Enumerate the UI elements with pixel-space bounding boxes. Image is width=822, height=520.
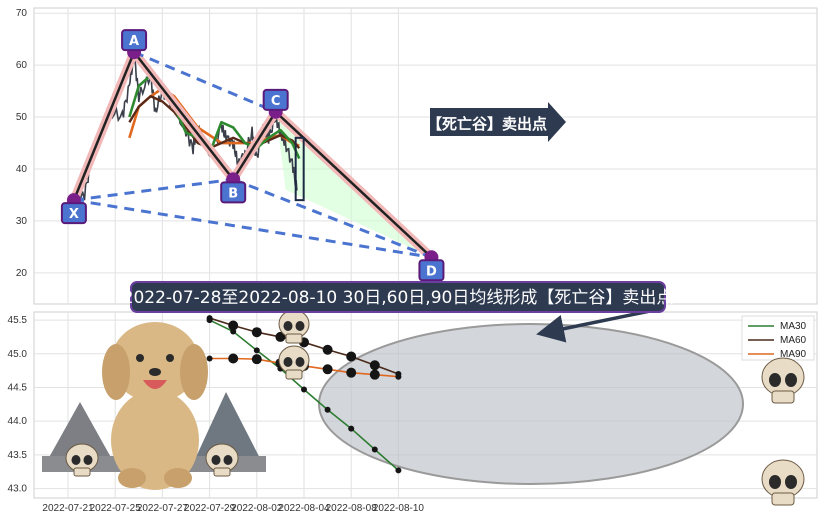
legend-ma60: MA60 <box>780 335 807 346</box>
caption-box: 2022-07-28至2022-08-10 30日,60日,90日均线形成【死亡… <box>123 281 674 313</box>
data-point <box>228 320 239 331</box>
data-point <box>395 373 402 380</box>
dash-xd <box>73 198 432 259</box>
data-point <box>371 446 378 453</box>
moving-average-panel: 43.043.544.044.545.045.5 2022-07-212022-… <box>8 309 818 514</box>
x-tick-label: 2022-08-04 <box>278 503 330 514</box>
signal-annotation: 【死亡谷】卖出点 <box>427 102 566 142</box>
x-tick-label: 2022-07-27 <box>137 503 189 514</box>
x-tick-label: 2022-08-10 <box>373 503 425 514</box>
price-chart-panel: 20 30 40 50 60 70 X A B C D 【死亡谷】卖出点 <box>16 7 818 305</box>
point-label-box <box>262 88 289 111</box>
x-tick-label: 2022-07-25 <box>90 503 142 514</box>
point-label-d: D <box>426 264 437 279</box>
caption-text: 2022-07-28至2022-08-10 30日,60日,90日均线形成【死亡… <box>123 288 674 308</box>
data-point <box>253 347 260 354</box>
data-point <box>251 327 262 338</box>
point-label-x: X <box>69 207 79 222</box>
leg-bc <box>232 111 277 181</box>
data-point <box>228 353 239 364</box>
point-label-box <box>418 259 445 282</box>
signal-bar <box>294 136 305 202</box>
skull-icon <box>761 357 805 404</box>
point-label-box <box>60 202 87 225</box>
legend-ma30: MA30 <box>780 321 807 332</box>
y-tick-label: 43.0 <box>8 484 28 495</box>
data-point <box>206 355 213 362</box>
point-label-a: A <box>129 34 139 49</box>
point-label-box <box>220 181 247 204</box>
data-point <box>369 360 380 371</box>
y-tick-label: 43.5 <box>8 450 28 461</box>
y-tick-label: 60 <box>16 60 28 71</box>
signal-label: 【死亡谷】卖出点 <box>427 115 547 133</box>
y-tick-label: 50 <box>16 112 28 123</box>
dash-bd <box>232 177 432 259</box>
point-label-box <box>121 29 148 52</box>
point-label-c: C <box>271 94 281 109</box>
leg-xa <box>72 51 136 201</box>
y-tick-label: 70 <box>16 8 28 19</box>
legend: MA30 MA60 MA90 <box>741 315 815 361</box>
data-point <box>206 315 213 322</box>
cross-zone-ellipse <box>318 323 744 485</box>
data-point <box>301 386 307 393</box>
skull-icon <box>65 443 99 477</box>
skull-icon <box>205 443 239 477</box>
skull-icon <box>761 459 805 506</box>
data-point <box>346 367 357 378</box>
y-tick-label: 44.5 <box>8 382 28 393</box>
leg-cd <box>274 110 433 259</box>
x-tick-label: 2022-08-08 <box>326 503 378 514</box>
data-point <box>348 425 355 432</box>
y-tick-label: 40 <box>16 164 28 175</box>
data-point <box>369 369 380 380</box>
y-tick-label: 30 <box>16 216 28 227</box>
skull-icon <box>278 345 310 380</box>
dash-xb <box>73 177 234 202</box>
point-label-b: B <box>228 186 238 201</box>
x-tick-label: 2022-08-02 <box>231 503 283 514</box>
y-tick-label: 45.5 <box>8 315 28 326</box>
data-point <box>322 364 333 375</box>
legend-ma90: MA90 <box>780 349 807 360</box>
data-point <box>324 406 331 413</box>
x-tick-label: 2022-07-21 <box>42 503 94 514</box>
annotation-arrow <box>536 309 651 343</box>
data-point <box>322 344 333 355</box>
y-tick-label: 45.0 <box>8 349 28 360</box>
dash-ac <box>133 50 277 114</box>
skull-icon <box>278 309 310 344</box>
data-point <box>395 467 402 474</box>
data-point <box>275 331 286 342</box>
y-tick-label: 44.0 <box>8 416 28 427</box>
leg-ab <box>133 51 235 181</box>
y-tick-label: 20 <box>16 268 28 279</box>
data-point <box>251 354 262 365</box>
ma-mid-line <box>128 95 301 150</box>
data-point <box>346 351 357 362</box>
x-tick-label: 2022-07-29 <box>184 503 236 514</box>
